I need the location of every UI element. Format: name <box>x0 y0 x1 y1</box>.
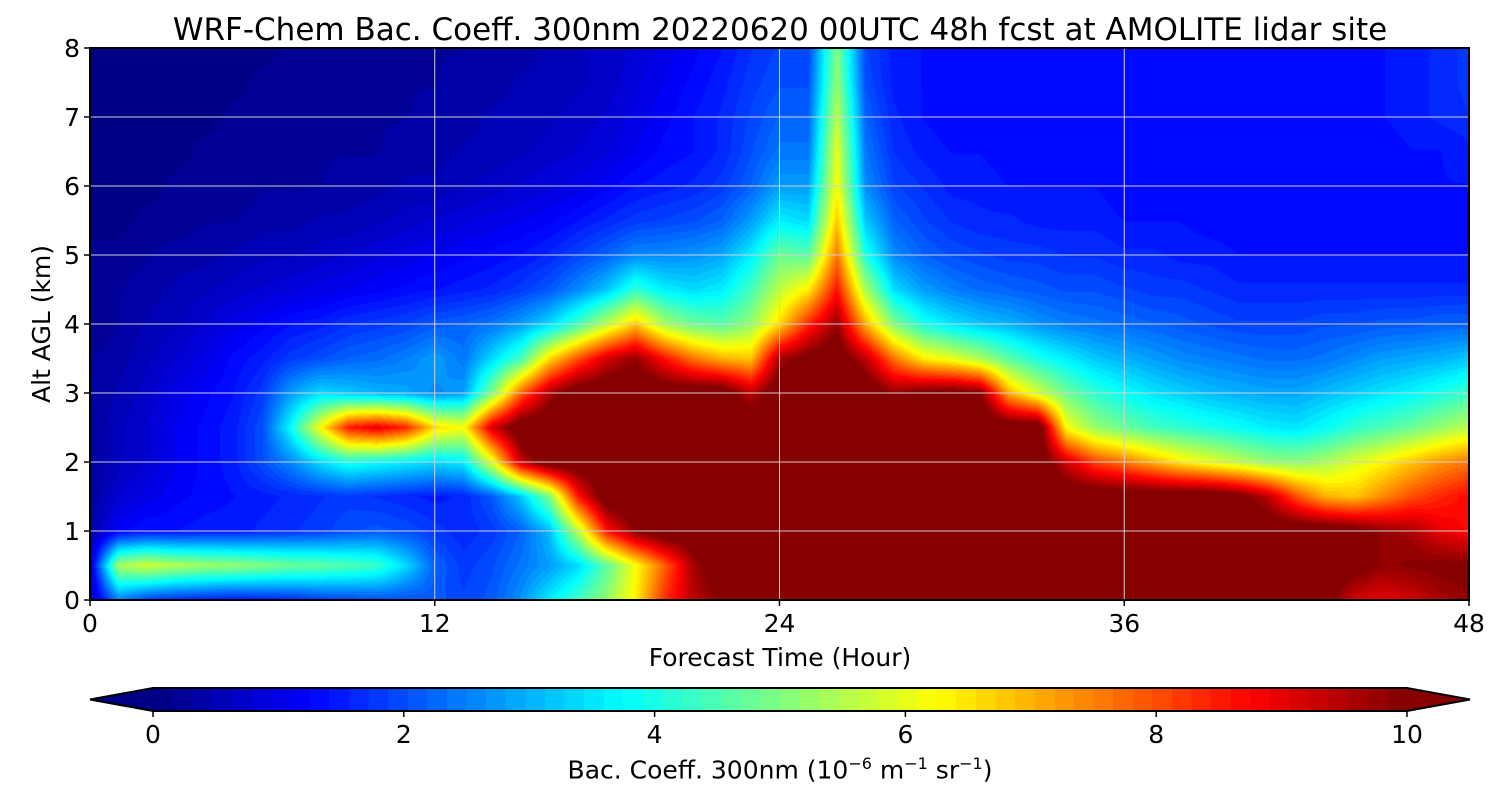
x-tick-label: 12 <box>419 609 451 638</box>
colorbar: 0 2 4 6 8 10 <box>89 687 1471 749</box>
colorbar-swatch <box>1387 688 1408 711</box>
colorbar-swatch <box>897 688 918 711</box>
colorbar-swatch <box>760 688 781 711</box>
y-tick-label: 0 <box>64 586 80 615</box>
y-tick-label: 1 <box>64 517 80 546</box>
colorbar-swatch <box>877 688 899 711</box>
colorbar-swatch <box>603 688 624 711</box>
colorbar-swatch <box>544 688 566 711</box>
colorbar-swatch <box>1367 688 1388 711</box>
colorbar-swatch <box>1348 688 1369 711</box>
colorbar-swatch <box>1093 688 1114 711</box>
colorbar-swatch <box>368 688 389 711</box>
colorbar-swatch <box>427 688 448 711</box>
colorbar-swatch <box>329 688 350 711</box>
colorbar-swatch <box>1171 688 1193 711</box>
colorbar-tick-label: 2 <box>396 720 412 749</box>
x-axis-label: Forecast Time (Hour) <box>649 643 912 672</box>
colorbar-swatch <box>564 688 585 711</box>
y-tick-label: 7 <box>64 103 80 132</box>
colorbar-swatch <box>192 688 213 711</box>
colorbar-swatch <box>682 688 703 711</box>
colorbar-tick-label: 4 <box>647 720 663 749</box>
colorbar-swatch <box>1289 688 1310 711</box>
colorbar-swatch <box>1250 688 1271 711</box>
colorbar-tick-label: 6 <box>897 720 913 749</box>
colorbar-swatch <box>1191 688 1212 711</box>
y-tick-label: 6 <box>64 172 80 201</box>
colorbar-swatch <box>407 688 428 711</box>
colorbar-swatch <box>1230 688 1251 711</box>
colorbar-swatch <box>662 688 683 711</box>
y-tick-label: 5 <box>64 241 80 270</box>
colorbar-swatch <box>1132 688 1153 711</box>
colorbar-swatch <box>701 688 722 711</box>
colorbar-swatch <box>486 688 507 711</box>
colorbar-swatch <box>446 688 468 711</box>
colorbar-swatch <box>819 688 840 711</box>
colorbar-tick-label: 0 <box>145 720 161 749</box>
y-axis-label: Alt AGL (km) <box>27 245 56 403</box>
x-axis: 0 12 24 36 48 <box>82 600 1485 638</box>
colorbar-swatch <box>231 688 252 711</box>
colorbar-label: Bac. Coeff. 300nm (10−6 m−1 sr−1) <box>567 754 993 785</box>
colorbar-swatch <box>1034 688 1055 711</box>
x-tick-label: 0 <box>82 609 98 638</box>
colorbar-swatch <box>1269 688 1291 711</box>
colorbar-extend-max <box>1407 688 1470 711</box>
y-tick-label: 8 <box>64 34 80 63</box>
colorbar-swatch <box>1015 688 1036 711</box>
colorbar-swatch <box>1211 688 1232 711</box>
chart-title: WRF-Chem Bac. Coeff. 300nm 20220620 00UT… <box>173 12 1387 48</box>
colorbar-swatch <box>348 688 370 711</box>
colorbar-swatch <box>525 688 546 711</box>
colorbar-swatch <box>466 688 487 711</box>
y-tick-label: 2 <box>64 448 80 477</box>
colorbar-swatch <box>740 688 761 711</box>
colorbar-swatch <box>1073 688 1095 711</box>
colorbar-swatch <box>858 688 879 711</box>
colorbar-swatch <box>1309 688 1330 711</box>
colorbar-swatch <box>838 688 859 711</box>
colorbar-swatch <box>1113 688 1134 711</box>
colorbar-swatch <box>623 688 644 711</box>
colorbar-tick-label: 8 <box>1148 720 1164 749</box>
x-tick-label: 48 <box>1453 609 1485 638</box>
colorbar-swatch <box>721 688 742 711</box>
colorbar-swatch <box>172 688 193 711</box>
y-axis: 0 1 2 3 4 5 6 7 8 <box>64 34 90 615</box>
colorbar-extend-min <box>90 688 153 711</box>
colorbar-swatch <box>936 688 957 711</box>
colorbar-swatch <box>975 688 997 711</box>
x-tick-label: 24 <box>764 609 796 638</box>
colorbar-swatch <box>642 688 664 711</box>
colorbar-swatch <box>584 688 605 711</box>
colorbar-swatch <box>917 688 938 711</box>
colorbar-swatch <box>309 688 330 711</box>
colorbar-swatch <box>1054 688 1075 711</box>
x-tick-label: 36 <box>1108 609 1140 638</box>
colorbar-tick-label: 10 <box>1391 720 1423 749</box>
colorbar-swatch <box>995 688 1016 711</box>
colorbar-swatch <box>956 688 977 711</box>
colorbar-swatch <box>1328 688 1349 711</box>
colorbar-swatch <box>211 688 232 711</box>
y-tick-label: 3 <box>64 379 80 408</box>
grid-lines <box>90 48 1469 600</box>
colorbar-swatch <box>1152 688 1173 711</box>
colorbar-swatch <box>270 688 291 711</box>
colorbar-swatch <box>780 688 801 711</box>
y-tick-label: 4 <box>64 310 80 339</box>
colorbar-swatch <box>250 688 272 711</box>
colorbar-swatch <box>388 688 409 711</box>
colorbar-swatch <box>153 688 174 711</box>
colorbar-swatch <box>290 688 311 711</box>
colorbar-swatch <box>505 688 526 711</box>
colorbar-swatch <box>799 688 820 711</box>
